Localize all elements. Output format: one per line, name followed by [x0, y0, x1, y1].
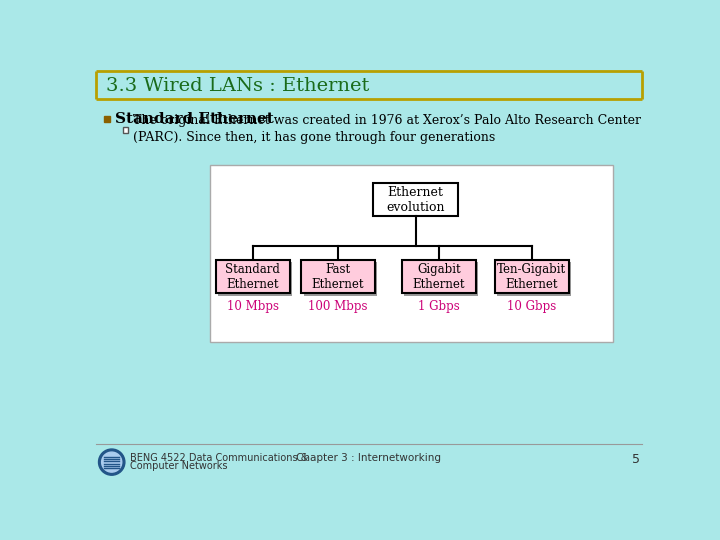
Bar — [210, 165, 613, 342]
Bar — [301, 260, 375, 294]
Text: Fast
Ethernet: Fast Ethernet — [312, 262, 364, 291]
Bar — [122, 127, 128, 132]
Circle shape — [102, 452, 122, 472]
Text: 100 Mbps: 100 Mbps — [308, 300, 368, 313]
Text: Standard
Ethernet: Standard Ethernet — [225, 262, 280, 291]
Text: 10 Mbps: 10 Mbps — [227, 300, 279, 313]
Bar — [304, 262, 377, 296]
Text: Chapter 3 : Internetworking: Chapter 3 : Internetworking — [297, 453, 441, 463]
Circle shape — [99, 449, 125, 475]
Text: The original Ethernet was created in 1976 at Xerox’s Palo Alto Research Center
(: The original Ethernet was created in 197… — [133, 114, 642, 145]
Text: Ten-Gigabit
Ethernet: Ten-Gigabit Ethernet — [498, 262, 567, 291]
Text: 1 Gbps: 1 Gbps — [418, 300, 459, 313]
Text: BENG 4522 Data Communications &: BENG 4522 Data Communications & — [130, 453, 309, 463]
Bar — [216, 260, 289, 294]
Bar — [495, 260, 569, 294]
Bar — [104, 116, 110, 122]
Text: Computer Networks: Computer Networks — [130, 461, 228, 470]
Text: 3.3 Wired LANs : Ethernet: 3.3 Wired LANs : Ethernet — [106, 77, 369, 94]
Bar — [404, 262, 478, 296]
Text: Ethernet
evolution: Ethernet evolution — [386, 186, 445, 213]
Text: 10 Gbps: 10 Gbps — [507, 300, 557, 313]
Bar — [402, 260, 476, 294]
Text: Gigabit
Ethernet: Gigabit Ethernet — [413, 262, 465, 291]
Text: Standard Ethernet: Standard Ethernet — [114, 112, 274, 126]
Bar — [498, 262, 571, 296]
Bar — [218, 262, 292, 296]
Text: 5: 5 — [632, 453, 640, 466]
Bar — [373, 183, 458, 217]
